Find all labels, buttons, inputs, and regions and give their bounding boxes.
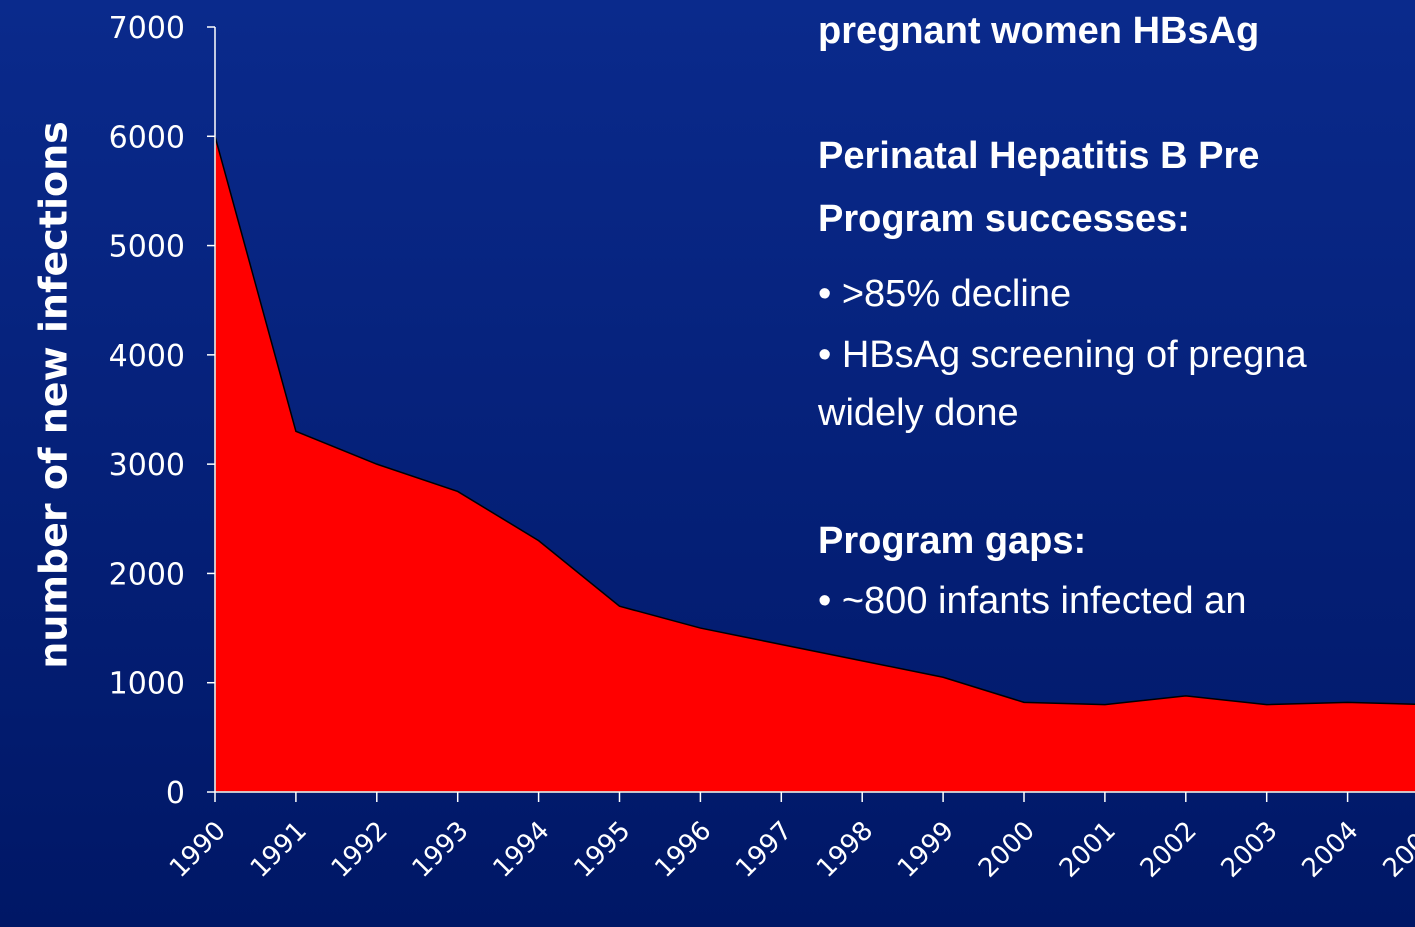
y-tick-label: 2000 [109, 557, 185, 592]
y-tick-label: 5000 [109, 230, 185, 265]
annotation: pregnant women HBsAg [818, 10, 1259, 52]
annotation: • ~800 infants infected an [818, 580, 1246, 622]
annotation: Perinatal Hepatitis B Pre [818, 135, 1259, 177]
annotation: • >85% decline [818, 273, 1071, 315]
y-tick-label: 7000 [109, 11, 185, 46]
y-tick-label: 0 [166, 776, 185, 811]
y-axis-title: number of new infections [32, 121, 76, 669]
y-tick-label: 6000 [109, 120, 185, 155]
y-tick-label: 1000 [109, 667, 185, 702]
area [214, 136, 1415, 793]
y-tick-label: 4000 [109, 339, 185, 374]
annotation: widely done [817, 392, 1019, 434]
annotation: • HBsAg screening of pregna [818, 334, 1307, 376]
annotation: Program successes: [818, 198, 1190, 240]
annotation: Program gaps: [818, 520, 1086, 562]
y-tick-label: 3000 [109, 448, 185, 483]
